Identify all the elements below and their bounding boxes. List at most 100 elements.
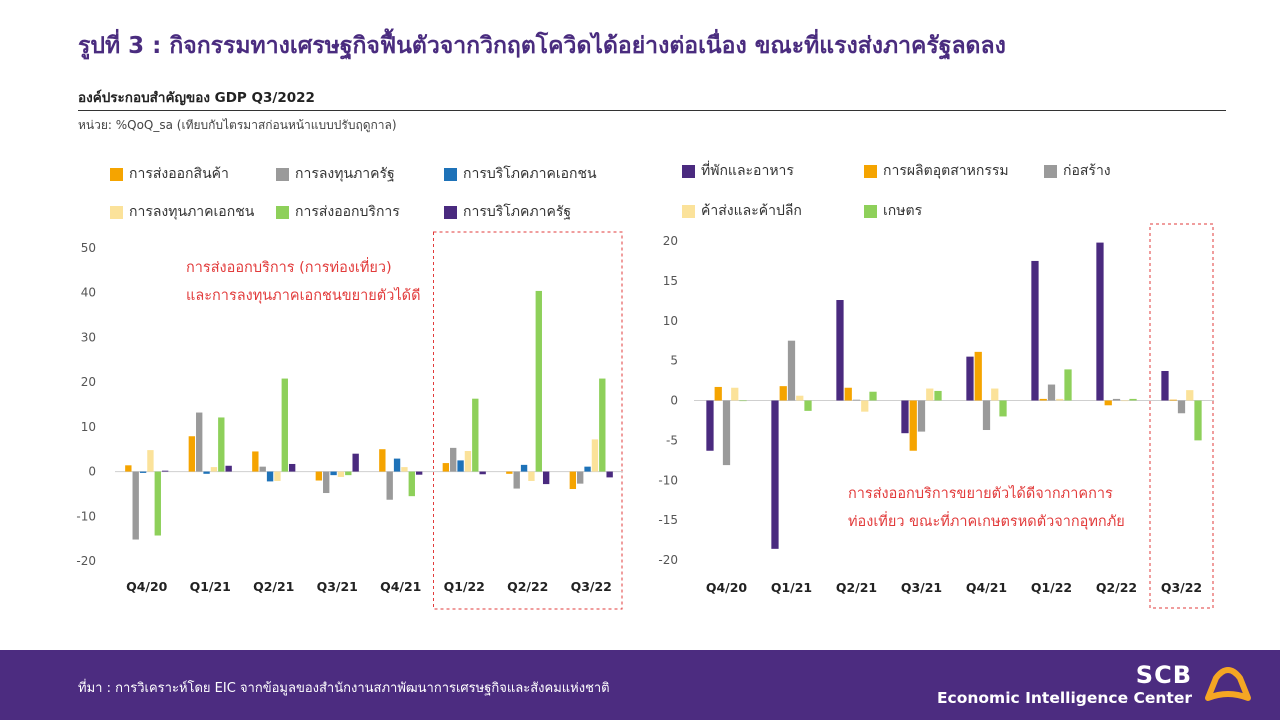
bar xyxy=(1177,400,1186,414)
bar xyxy=(722,400,731,466)
legend-swatch xyxy=(444,167,457,181)
right-annotation: การส่งออกบริการขยายตัวได้ดีจากภาคการ ท่อ… xyxy=(848,480,1125,536)
bar xyxy=(520,464,528,472)
x-category-label: Q1/22 xyxy=(444,579,485,594)
legend-label: การลงทุนภาคเอกชน xyxy=(129,204,255,220)
bar xyxy=(323,471,330,494)
legend-swatch xyxy=(276,167,289,181)
legend-item: ก่อสร้าง xyxy=(1044,160,1111,182)
legend-swatch xyxy=(276,205,289,219)
right-bar-chart: -20 -15 -10 -5 0 5 10 15 20 Q4/20 Q1/21 Q2/21 Q3/21 Q… xyxy=(658,223,1214,609)
bar xyxy=(379,449,386,472)
bar xyxy=(225,465,232,472)
y-tick-label: 20 xyxy=(663,234,678,248)
legend-label: ค้าส่งและค้าปลีก xyxy=(701,203,802,219)
bar xyxy=(1056,398,1064,401)
bar xyxy=(415,471,423,475)
x-category-label: Q2/22 xyxy=(507,579,548,594)
x-category-label: Q3/22 xyxy=(1161,580,1202,595)
x-category-label: Q2/22 xyxy=(1096,580,1137,595)
bar xyxy=(1186,390,1194,401)
annotation-line: ท่องเที่ยว ขณะที่ภาคเกษตรหดตัวจากอุทกภัย xyxy=(848,514,1125,530)
legend-item: ค้าส่งและค้าปลีก xyxy=(682,200,802,222)
page-title: รูปที่ 3 : กิจกรรมทางเศรษฐกิจฟื้นตัวจากว… xyxy=(78,33,1006,59)
y-tick-label: -20 xyxy=(658,553,678,567)
y-tick-label: 0 xyxy=(670,394,678,408)
legend-label: การผลิตอุตสาหกรรม xyxy=(883,163,1009,179)
bar xyxy=(457,460,464,472)
legend-item: การส่งออกบริการ xyxy=(276,201,400,223)
legend-label: การบริโภคภาครัฐ xyxy=(463,204,572,220)
bar xyxy=(771,400,779,549)
bar xyxy=(352,453,359,472)
bar xyxy=(779,386,787,401)
y-tick-label: 30 xyxy=(81,330,96,344)
bar xyxy=(154,471,161,536)
brand-block: SCB Economic Intelligence Center xyxy=(937,662,1192,708)
bar xyxy=(535,290,542,472)
bar xyxy=(542,471,550,485)
bar xyxy=(739,400,747,402)
y-tick-label: 10 xyxy=(663,314,678,328)
legend-label: การส่งออกบริการ xyxy=(295,204,400,220)
bar xyxy=(861,400,869,412)
right-legend: ที่พักและอาหาร การผลิตอุตสาหกรรม ก่อสร้า… xyxy=(682,160,1222,220)
bar xyxy=(599,378,606,472)
bar xyxy=(1194,400,1202,441)
x-category-label: Q1/22 xyxy=(1031,580,1072,595)
bar xyxy=(934,390,942,401)
bar xyxy=(132,471,139,540)
legend-swatch xyxy=(682,204,695,218)
bar xyxy=(401,467,408,472)
bar xyxy=(1047,384,1056,401)
x-category-label: Q2/21 xyxy=(836,580,877,595)
x-category-label: Q4/20 xyxy=(126,579,168,594)
bar xyxy=(393,458,401,472)
bar xyxy=(266,471,274,482)
legend-swatch xyxy=(864,204,877,218)
bar xyxy=(1161,370,1169,401)
bar xyxy=(606,471,613,478)
y-tick-label: 0 xyxy=(88,465,96,479)
bar xyxy=(966,356,974,401)
legend-swatch xyxy=(1044,164,1057,178)
annotation-line: และการลงทุนภาคเอกชนขยายตัวได้ดี xyxy=(186,288,421,304)
bar xyxy=(796,395,804,401)
bar xyxy=(147,450,154,472)
x-category-label: Q2/21 xyxy=(253,579,294,594)
bar xyxy=(787,340,796,401)
bar xyxy=(252,451,259,472)
bar xyxy=(974,351,982,401)
bar xyxy=(991,388,999,401)
y-tick-label: 15 xyxy=(663,274,678,288)
bar xyxy=(584,466,591,472)
annotation-line: การส่งออกบริการ (การท่องเที่ยว) xyxy=(186,260,392,276)
y-tick-label: 10 xyxy=(81,420,96,434)
bar xyxy=(125,465,132,472)
x-category-label: Q4/20 xyxy=(706,580,748,595)
footer-bar: ที่มา : การวิเคราะห์โดย EIC จากข้อมูลของ… xyxy=(0,650,1280,720)
bar xyxy=(982,400,991,431)
bar xyxy=(259,466,266,472)
legend-label: ก่อสร้าง xyxy=(1063,163,1111,179)
bar xyxy=(577,471,584,484)
legend-item: การลงทุนภาครัฐ xyxy=(276,163,395,185)
legend-label: ที่พักและอาหาร xyxy=(701,163,794,179)
left-bar-chart: -20 -10 0 10 20 30 40 50 Q4/20 Q1/21 Q2/21 Q3/21 Q4/… xyxy=(76,231,623,610)
y-tick-label: 50 xyxy=(81,241,96,255)
bar xyxy=(1121,400,1129,402)
x-category-label: Q3/22 xyxy=(571,579,612,594)
bar xyxy=(442,463,450,472)
bar xyxy=(196,412,203,472)
bar xyxy=(218,417,225,472)
legend-swatch xyxy=(864,164,877,178)
legend-swatch xyxy=(444,205,457,219)
bar xyxy=(569,471,577,490)
bar xyxy=(281,378,288,472)
bar xyxy=(450,447,457,472)
y-tick-label: -10 xyxy=(76,509,96,523)
bar xyxy=(1031,260,1039,401)
bar xyxy=(1039,398,1047,401)
legend-item: ที่พักและอาหาร xyxy=(682,160,794,182)
legend-swatch xyxy=(682,164,695,178)
